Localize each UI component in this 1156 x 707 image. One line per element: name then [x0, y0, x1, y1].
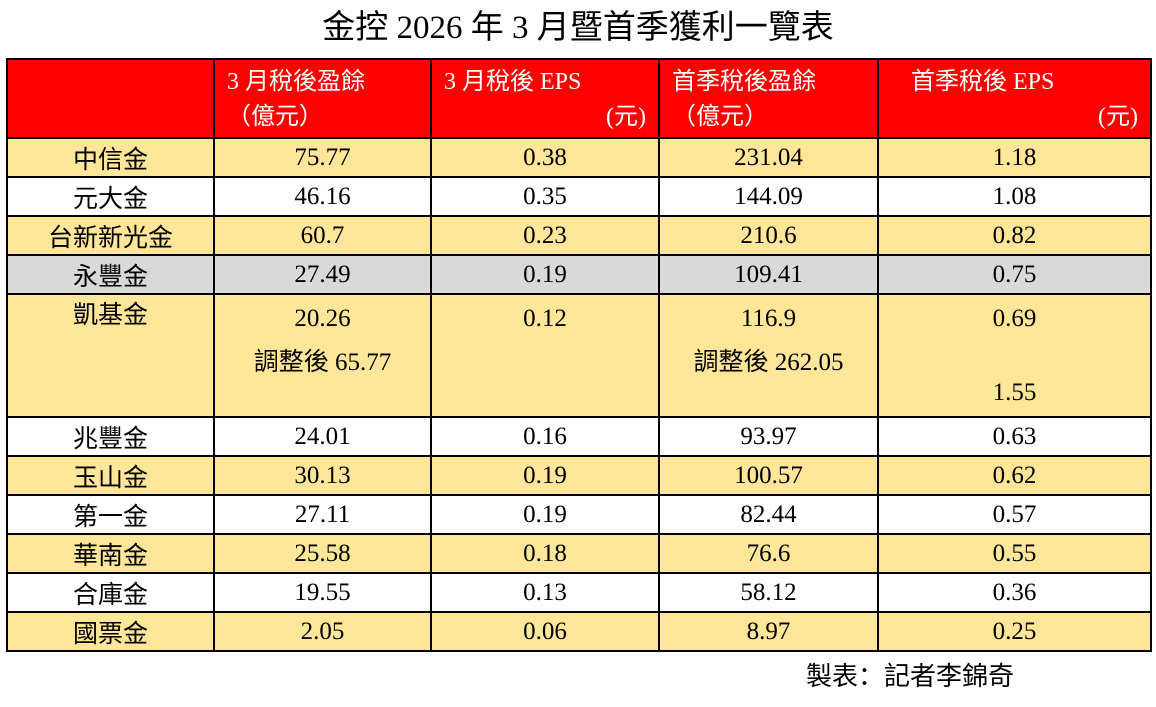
company-name: 中信金 — [6, 137, 215, 178]
march-profit-value: 19.55 — [213, 572, 432, 613]
march-eps-value: 0.19 — [430, 455, 660, 496]
q1-profit-value: 76.6 — [658, 533, 879, 574]
march-profit-adjusted: 調整後 65.77 — [253, 349, 392, 376]
header-cell-march-eps: 3 月稅後 EPS (元) — [430, 58, 660, 139]
q1-eps-value: 1.18 — [877, 137, 1152, 178]
q1-profit-value: 58.12 — [658, 572, 879, 613]
q1-profit-adjusted: 調整後 262.05 — [693, 349, 844, 376]
profit-table: 3 月稅後盈餘 （億元） 3 月稅後 EPS (元) 首季稅後盈餘 （億元） 首… — [6, 58, 1152, 652]
table-row-sinopac: 永豐金 27.49 0.19 109.41 0.75 — [6, 254, 1152, 295]
march-profit-value: 27.49 — [213, 254, 432, 295]
company-name: 兆豐金 — [6, 416, 215, 457]
table-row-mega: 兆豐金 24.01 0.16 93.97 0.63 — [6, 416, 1152, 457]
march-profit-value: 75.77 — [213, 137, 432, 178]
march-eps-value: 0.16 — [430, 416, 660, 457]
table-row-huanan: 華南金 25.58 0.18 76.6 0.55 — [6, 533, 1152, 574]
header-march-profit-label: 3 月稅後盈餘 — [227, 69, 365, 95]
header-q1-eps-unit: (元) — [1098, 104, 1138, 130]
march-eps-value: 0.06 — [430, 611, 660, 652]
q1-profit-value: 100.57 — [658, 455, 879, 496]
table-row-yuanta: 元大金 46.16 0.35 144.09 1.08 — [6, 176, 1152, 217]
q1-profit-main: 116.9 — [740, 305, 797, 332]
company-name: 玉山金 — [6, 455, 215, 496]
q1-eps-value: 0.63 — [877, 416, 1152, 457]
q1-profit-value: 82.44 — [658, 494, 879, 535]
header-march-eps-unit: (元) — [606, 104, 646, 130]
q1-eps-value: 0.69 1.55 — [877, 293, 1152, 418]
march-eps-value: 0.19 — [430, 254, 660, 295]
q1-eps-value: 1.08 — [877, 176, 1152, 217]
q1-eps-main: 0.69 — [992, 305, 1037, 332]
company-name: 凱基金 — [6, 293, 215, 418]
company-name: 華南金 — [6, 533, 215, 574]
march-eps-value: 0.35 — [430, 176, 660, 217]
march-profit-value: 24.01 — [213, 416, 432, 457]
table-row-kgi: 凱基金 20.26 調整後 65.77 0.12 116.9 調整後 262.0… — [6, 293, 1152, 418]
header-row: 3 月稅後盈餘 （億元） 3 月稅後 EPS (元) 首季稅後盈餘 （億元） 首… — [6, 58, 1152, 139]
table-row-ibf: 國票金 2.05 0.06 8.97 0.25 — [6, 611, 1152, 652]
company-name: 第一金 — [6, 494, 215, 535]
q1-eps-value: 0.36 — [877, 572, 1152, 613]
march-profit-value: 20.26 調整後 65.77 — [213, 293, 432, 418]
table-row-taishin: 台新新光金 60.7 0.23 210.6 0.82 — [6, 215, 1152, 256]
q1-profit-value: 116.9 調整後 262.05 — [658, 293, 879, 418]
march-profit-main: 20.26 — [294, 305, 351, 332]
page-title: 金控 2026 年 3 月暨首季獲利一覽表 — [322, 10, 834, 46]
company-name: 合庫金 — [6, 572, 215, 613]
q1-profit-value: 109.41 — [658, 254, 879, 295]
march-profit-value: 30.13 — [213, 455, 432, 496]
q1-profit-value: 93.97 — [658, 416, 879, 457]
march-profit-value: 2.05 — [213, 611, 432, 652]
table-row-tcfhc: 合庫金 19.55 0.13 58.12 0.36 — [6, 572, 1152, 613]
header-cell-q1-profit: 首季稅後盈餘 （億元） — [658, 58, 879, 139]
march-eps-value: 0.12 — [430, 293, 660, 418]
table-row-esun: 玉山金 30.13 0.19 100.57 0.62 — [6, 455, 1152, 496]
company-name: 國票金 — [6, 611, 215, 652]
march-eps-main: 0.12 — [523, 305, 567, 332]
q1-eps-value: 0.62 — [877, 455, 1152, 496]
march-eps-value: 0.23 — [430, 215, 660, 256]
q1-profit-value: 144.09 — [658, 176, 879, 217]
header-cell-blank — [6, 58, 215, 139]
header-march-profit-unit: （億元） — [227, 104, 323, 130]
march-profit-value: 27.11 — [213, 494, 432, 535]
header-q1-eps-label: 首季稅後 EPS — [911, 69, 1055, 95]
q1-eps-value: 0.25 — [877, 611, 1152, 652]
q1-eps-value: 0.75 — [877, 254, 1152, 295]
q1-eps-adjusted: 1.55 — [992, 379, 1037, 406]
table-row-first: 第一金 27.11 0.19 82.44 0.57 — [6, 494, 1152, 535]
q1-eps-value: 0.82 — [877, 215, 1152, 256]
header-cell-q1-eps: 首季稅後 EPS (元) — [877, 58, 1152, 139]
march-eps-value: 0.38 — [430, 137, 660, 178]
q1-eps-value: 0.55 — [877, 533, 1152, 574]
q1-eps-value: 0.57 — [877, 494, 1152, 535]
q1-profit-value: 8.97 — [658, 611, 879, 652]
march-eps-value: 0.19 — [430, 494, 660, 535]
company-name: 台新新光金 — [6, 215, 215, 256]
q1-profit-value: 231.04 — [658, 137, 879, 178]
header-q1-profit-label: 首季稅後盈餘 — [672, 69, 816, 95]
q1-profit-value: 210.6 — [658, 215, 879, 256]
march-profit-value: 60.7 — [213, 215, 432, 256]
header-cell-march-profit: 3 月稅後盈餘 （億元） — [213, 58, 432, 139]
header-march-eps-label: 3 月稅後 EPS — [444, 69, 582, 95]
credit-line: 製表：記者李錦奇 — [805, 662, 1014, 691]
march-profit-value: 25.58 — [213, 533, 432, 574]
company-name: 元大金 — [6, 176, 215, 217]
march-eps-value: 0.13 — [430, 572, 660, 613]
table-row-ctbc: 中信金 75.77 0.38 231.04 1.18 — [6, 137, 1152, 178]
company-name: 永豐金 — [6, 254, 215, 295]
march-profit-value: 46.16 — [213, 176, 432, 217]
header-q1-profit-unit: （億元） — [672, 104, 768, 130]
march-eps-value: 0.18 — [430, 533, 660, 574]
